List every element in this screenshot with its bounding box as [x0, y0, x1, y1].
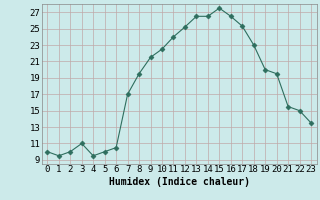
- X-axis label: Humidex (Indice chaleur): Humidex (Indice chaleur): [109, 177, 250, 187]
